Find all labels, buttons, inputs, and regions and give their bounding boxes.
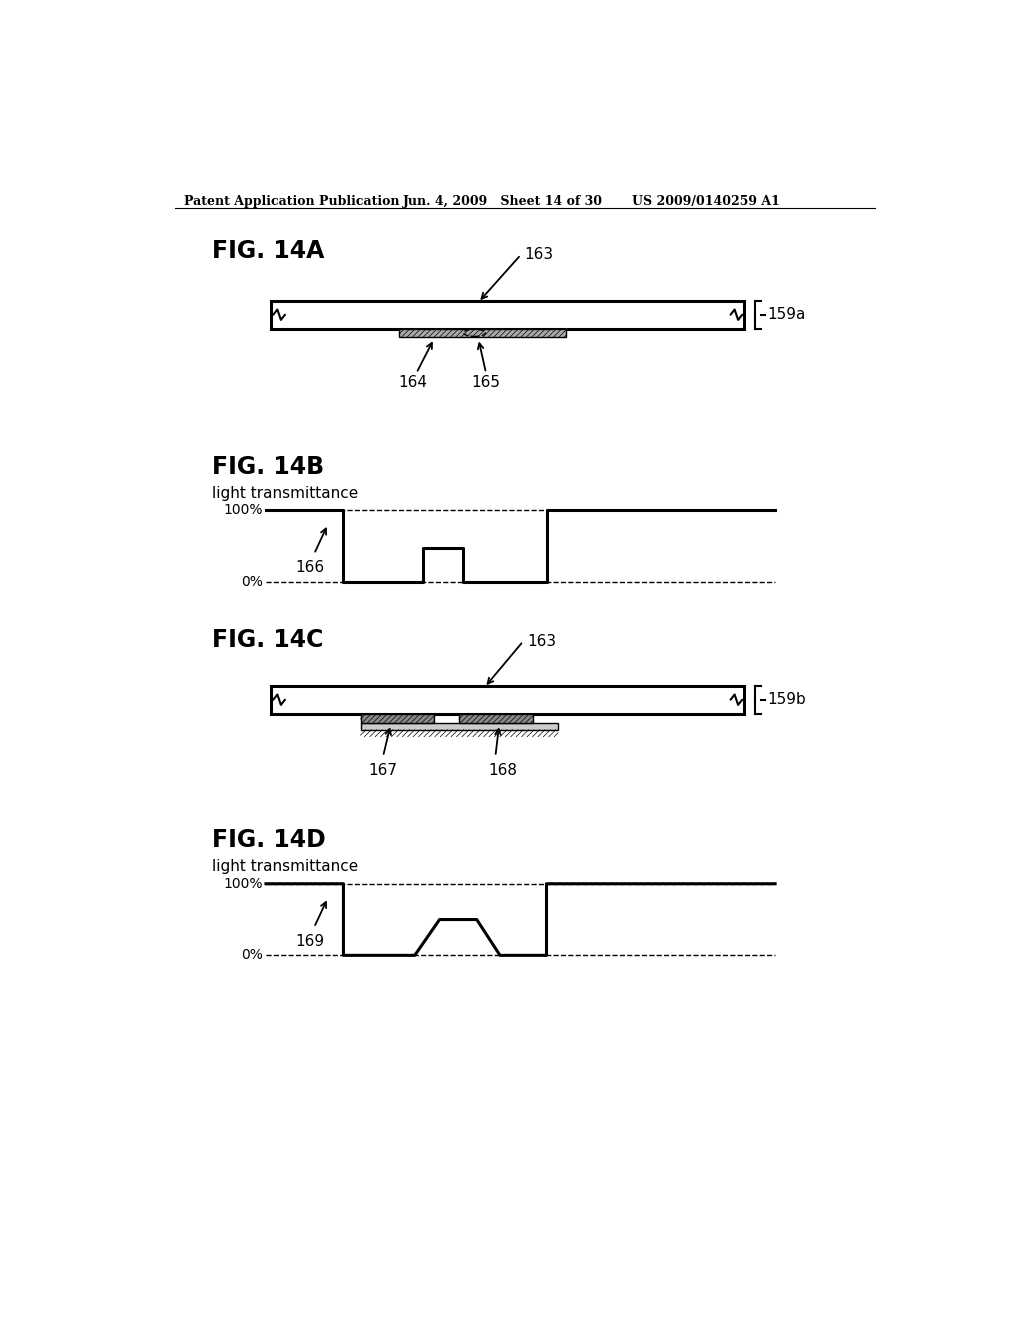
Bar xyxy=(360,714,434,723)
Text: FIG. 14A: FIG. 14A xyxy=(212,239,324,263)
Text: 0%: 0% xyxy=(241,576,263,589)
Bar xyxy=(271,301,744,329)
Text: 166: 166 xyxy=(296,561,325,576)
Text: FIG. 14D: FIG. 14D xyxy=(212,829,326,853)
Text: 100%: 100% xyxy=(223,503,263,517)
Bar xyxy=(459,714,532,723)
Text: light transmittance: light transmittance xyxy=(212,859,358,874)
Text: 159a: 159a xyxy=(767,308,806,322)
Text: 169: 169 xyxy=(296,933,325,949)
Bar xyxy=(399,329,566,337)
Text: 163: 163 xyxy=(527,634,556,649)
Text: FIG. 14C: FIG. 14C xyxy=(212,628,324,652)
Text: 165: 165 xyxy=(471,375,501,389)
Text: 100%: 100% xyxy=(223,876,263,891)
Text: 168: 168 xyxy=(488,763,517,777)
Text: 163: 163 xyxy=(524,247,554,263)
Bar xyxy=(360,723,558,730)
Text: 164: 164 xyxy=(398,375,427,389)
Text: Patent Application Publication: Patent Application Publication xyxy=(183,195,399,209)
Text: light transmittance: light transmittance xyxy=(212,486,358,500)
Text: 0%: 0% xyxy=(241,948,263,962)
Text: 167: 167 xyxy=(369,763,397,777)
Text: US 2009/0140259 A1: US 2009/0140259 A1 xyxy=(632,195,779,209)
Text: 159b: 159b xyxy=(767,692,806,708)
Text: FIG. 14B: FIG. 14B xyxy=(212,455,324,479)
Text: Jun. 4, 2009   Sheet 14 of 30: Jun. 4, 2009 Sheet 14 of 30 xyxy=(403,195,603,209)
Bar xyxy=(271,686,744,714)
